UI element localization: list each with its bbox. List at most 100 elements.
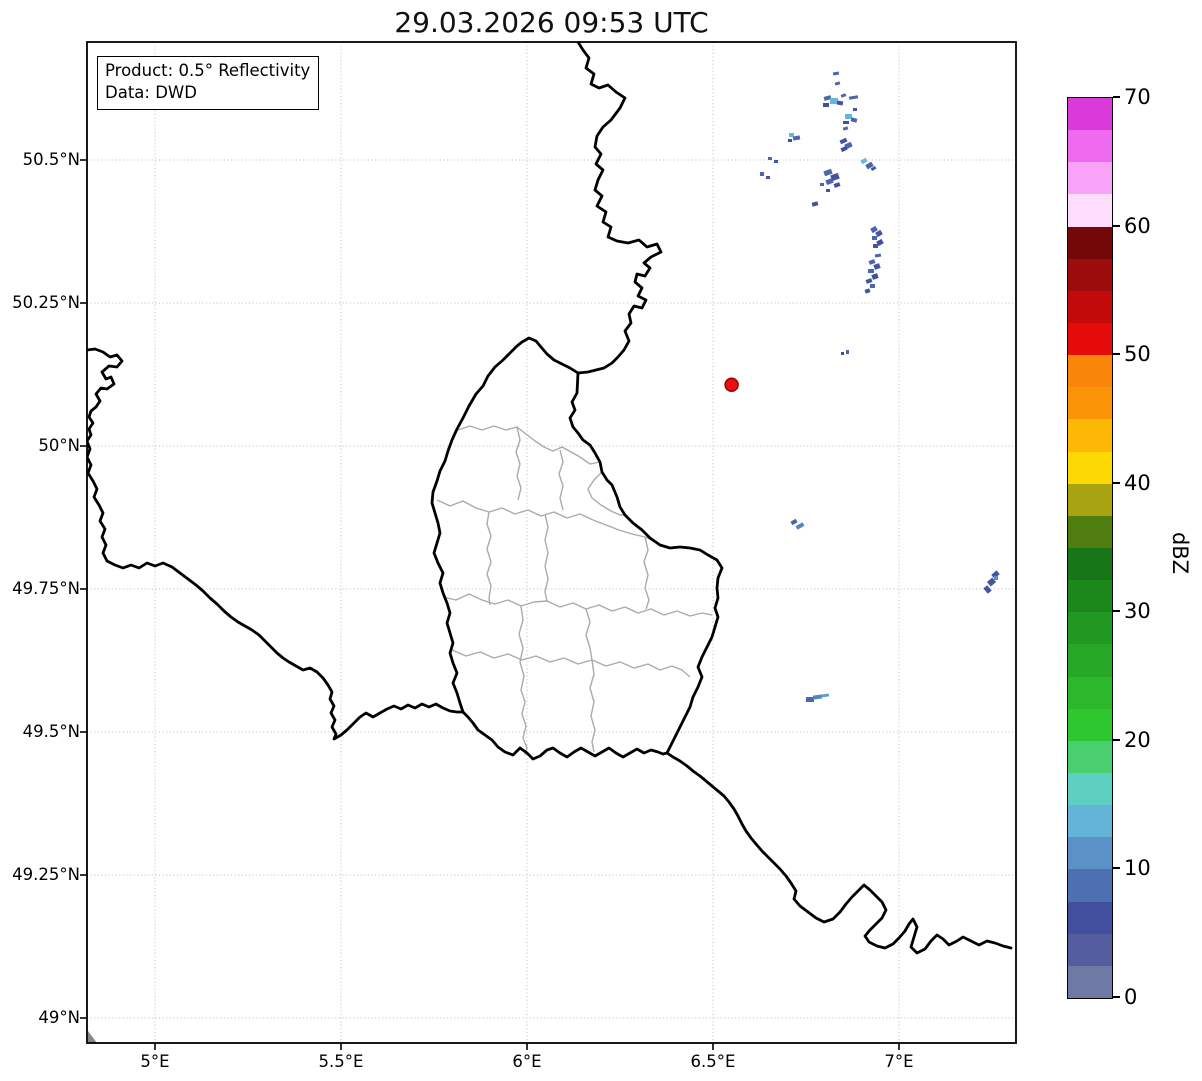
border-france-germany: [665, 751, 1013, 955]
colorbar-segment: [1068, 901, 1112, 934]
colorbar-segment: [1068, 162, 1112, 195]
colorbar-tick-label: 60: [1124, 213, 1151, 238]
colorbar-segment: [1068, 965, 1112, 998]
radar-echo-cell: [876, 238, 884, 247]
lon-tick-label: 6°E: [512, 1052, 542, 1071]
country-borders: [87, 42, 1013, 1043]
colorbar: [1067, 97, 1113, 999]
colorbar-tick-mark: [1113, 996, 1120, 998]
lat-tick-label: 50.5°N: [22, 150, 80, 169]
map-background: [87, 42, 1016, 1043]
radar-echo-cell: [983, 585, 992, 594]
colorbar-segment: [1068, 194, 1112, 227]
lat-tick-label: 49°N: [38, 1008, 80, 1027]
radar-echo-cell: [788, 139, 792, 142]
radar-site-marker: [724, 377, 739, 393]
radar-echo-cell: [823, 168, 833, 177]
radar-echo-cell: [833, 182, 841, 188]
radar-echo-cell: [865, 161, 874, 170]
radar-echo-cell: [839, 137, 848, 145]
radar-echo-cell: [840, 145, 848, 153]
colorbar-segment: [1068, 772, 1112, 806]
colorbar-segment: [1068, 933, 1112, 966]
radar-echo-layer: [760, 71, 1000, 702]
radar-echo-cell: [812, 694, 823, 700]
colorbar-segment: [1068, 740, 1112, 773]
radar-echo-cell: [811, 201, 819, 207]
radar-echo-cell: [820, 693, 830, 698]
radar-echo-cell: [830, 98, 838, 104]
colorbar-segment: [1068, 322, 1112, 356]
radar-echo-cell: [994, 576, 998, 580]
colorbar-segment: [1068, 676, 1112, 709]
colorbar-tick-mark: [1113, 481, 1120, 484]
radar-echo-cell: [860, 157, 868, 165]
radar-echo-cell: [870, 225, 878, 234]
map-corner-artifact: [88, 1031, 97, 1043]
axis-tick-marks: [80, 159, 900, 1050]
colorbar-tick-mark: [1113, 224, 1120, 227]
lat-tick-label: 50°N: [38, 436, 80, 455]
radar-echo-cell: [760, 172, 764, 176]
radar-echo-cell: [823, 95, 832, 101]
border-belgium-france: [87, 347, 465, 741]
radar-echo-cell: [768, 157, 772, 160]
radar-echo-cell: [826, 189, 830, 192]
colorbar-segment: [1068, 869, 1112, 902]
radar-echo-cell: [841, 352, 844, 355]
border-luxembourg-east: [568, 371, 724, 755]
radar-echo-cell: [774, 160, 778, 163]
radar-echo-cell: [986, 577, 997, 587]
radar-echo-cell: [820, 183, 824, 186]
border-belgium-germany: [576, 42, 663, 375]
product-info-box: Product: 0.5° Reflectivity Data: DWD: [97, 56, 320, 110]
lat-tick-label: 49.25°N: [12, 865, 80, 884]
radar-echo-cell: [853, 108, 857, 111]
radar-echo-cell: [850, 117, 858, 123]
radar-echo-cell: [991, 570, 1000, 579]
radar-echo-cell: [840, 93, 847, 98]
radar-echo-cell: [870, 284, 875, 288]
colorbar-tick-mark: [1113, 738, 1120, 741]
colorbar-segment: [1068, 547, 1112, 581]
colorbar-segment: [1068, 130, 1112, 163]
radar-echo-cell: [792, 135, 801, 141]
colorbar-segment: [1068, 708, 1112, 741]
colorbar-tick-label: 10: [1124, 856, 1151, 881]
lat-tick-label: 49.75°N: [12, 579, 80, 598]
radar-echo-cell: [868, 259, 876, 265]
colorbar-tick-label: 70: [1124, 85, 1151, 109]
lat-tick-label: 49.5°N: [22, 722, 80, 741]
radar-echo-cell: [830, 172, 840, 182]
colorbar-segment: [1068, 451, 1112, 484]
lon-tick-label: 7°E: [884, 1052, 914, 1071]
radar-echo-cell: [843, 121, 849, 124]
map-frame: [86, 41, 1017, 1044]
radar-echo-cell: [865, 278, 873, 284]
radar-echo-cell: [846, 350, 849, 354]
luxembourg-canton-borders: [436, 425, 713, 756]
border-luxembourg-south: [461, 710, 669, 761]
radar-echo-cell: [872, 236, 877, 240]
radar-echo-cell: [873, 263, 881, 270]
colorbar-segment: [1068, 419, 1112, 452]
radar-echo-cell: [806, 697, 814, 702]
radar-echo-cell: [789, 133, 794, 137]
radar-echo-cell: [790, 518, 798, 526]
lon-tick-label: 5°E: [140, 1052, 170, 1071]
colorbar-segment: [1068, 580, 1112, 613]
radar-echo-cell: [864, 288, 871, 294]
colorbar-segment: [1068, 644, 1112, 677]
colorbar-tick-mark: [1113, 96, 1120, 98]
colorbar-segment: [1068, 805, 1112, 838]
colorbar-segment: [1068, 355, 1112, 388]
colorbar-segment: [1068, 258, 1112, 291]
radar-echo-cell: [766, 176, 770, 179]
radar-echo-cell: [842, 126, 849, 131]
radar-echo-cell: [848, 95, 859, 100]
radar-echo-cell: [836, 100, 844, 106]
graticule-gridlines: [87, 42, 1016, 1043]
colorbar-segment: [1068, 226, 1112, 259]
data-source-label: Data: DWD: [105, 83, 197, 103]
